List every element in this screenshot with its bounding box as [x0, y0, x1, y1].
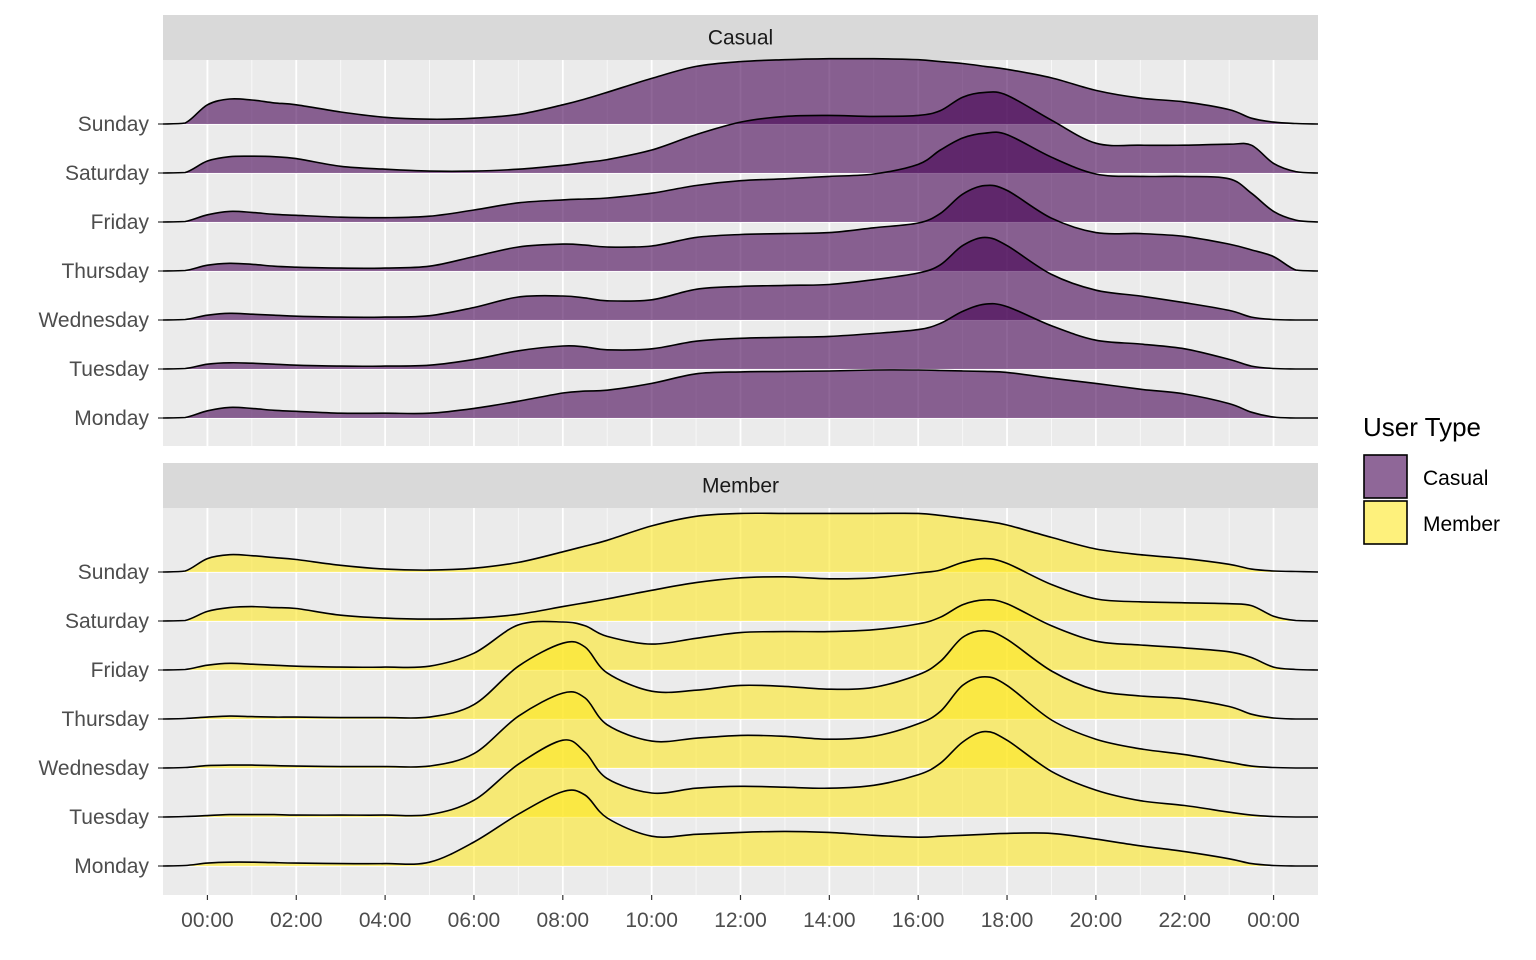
x-tick-label: 02:00 — [270, 909, 323, 932]
y-tick-label: Saturday — [65, 610, 150, 633]
ridge-casual-friday — [162, 131, 1319, 223]
legend-key-casual — [1363, 454, 1408, 499]
ridge-member-saturday — [162, 557, 1319, 622]
legend-label-member: Member — [1423, 513, 1500, 536]
ridge-line — [162, 599, 1319, 671]
ridge-casual-wednesday — [162, 236, 1318, 321]
y-tick-label: Wednesday — [38, 757, 149, 780]
ridge-member-sunday — [162, 512, 1319, 573]
ridge-area — [163, 237, 1318, 320]
legend-label-casual: Casual — [1423, 467, 1488, 490]
y-tick-label: Friday — [91, 211, 150, 234]
ridge-line — [162, 675, 1318, 769]
ridge-area — [163, 731, 1318, 817]
ridge-line — [162, 91, 1319, 174]
x-tick-label: 20:00 — [1070, 909, 1123, 932]
y-tick-label: Sunday — [78, 113, 150, 136]
y-tick-label: Friday — [91, 659, 150, 682]
y-tick-label: Saturday — [65, 162, 150, 185]
ridge-line — [162, 302, 1318, 370]
y-tick-label: Wednesday — [38, 309, 149, 332]
ridge-area — [163, 513, 1318, 572]
x-tick-label: 04:00 — [359, 909, 412, 932]
panels-layer: Casual Monday Tuesday Wednesday Thursday Frid… — [38, 15, 1319, 895]
ridge-member-monday — [162, 789, 1318, 867]
x-tick-label: 14:00 — [803, 909, 856, 932]
ridge-casual-thursday — [162, 184, 1319, 272]
y-tick-label: Tuesday — [69, 358, 149, 381]
ridge-line — [162, 789, 1318, 867]
ridge-area — [163, 185, 1318, 271]
x-tick-label: 16:00 — [892, 909, 945, 932]
ridge-area — [163, 630, 1318, 719]
y-tick-label: Monday — [74, 407, 149, 430]
x-tick-label: 10:00 — [625, 909, 678, 932]
x-tick-label: 00:00 — [181, 909, 234, 932]
y-tick-label: Sunday — [78, 561, 150, 584]
legend: User Type Casual Member — [1363, 412, 1500, 545]
ridge-line — [162, 629, 1318, 720]
x-tick-label: 08:00 — [537, 909, 590, 932]
x-tick-label: 18:00 — [981, 909, 1034, 932]
y-tick-label: Tuesday — [69, 806, 149, 829]
y-tick-label: Monday — [74, 855, 149, 878]
y-tick-label: Thursday — [61, 708, 149, 731]
panel-casual: Casual Monday Tuesday Wednesday Thursday Frid… — [38, 15, 1319, 446]
x-tick-label: 06:00 — [448, 909, 501, 932]
ridge-area — [163, 369, 1318, 418]
ridge-member-tuesday — [162, 730, 1318, 818]
panel-member: Member Monday Tuesday Wednesday Thursday Frid… — [38, 463, 1319, 895]
ridge-line — [162, 236, 1318, 321]
ridge-member-friday — [162, 599, 1319, 671]
ridge-line — [162, 512, 1319, 573]
ridge-line — [162, 131, 1319, 223]
y-tick-label: Thursday — [61, 260, 149, 283]
x-tick-label: 00:00 — [1247, 909, 1300, 932]
ridge-casual-tuesday — [162, 302, 1318, 370]
ridge-line — [162, 557, 1319, 622]
x-tick-label: 22:00 — [1158, 909, 1211, 932]
ridge-area — [163, 676, 1318, 768]
ridge-area — [163, 599, 1318, 670]
facet-strip — [163, 463, 1318, 508]
ridge-line — [162, 730, 1318, 818]
ridge-line — [162, 184, 1319, 272]
ridge-area — [163, 132, 1318, 222]
legend-title: User Type — [1363, 412, 1481, 442]
facet-strip-label: Casual — [708, 27, 773, 50]
legend-key-member — [1363, 500, 1408, 545]
ridge-line — [162, 57, 1319, 125]
ridge-area — [163, 303, 1318, 369]
x-axis: 00:00 02:00 04:00 06:00 08:00 10:00 12:00 14:00… — [181, 895, 1300, 932]
ridge-line — [162, 369, 1318, 419]
ridge-area — [163, 790, 1318, 866]
facet-strip — [163, 15, 1318, 60]
ridge-member-thursday — [162, 629, 1318, 720]
facet-strip-label: Member — [702, 475, 779, 498]
x-tick-label: 12:00 — [714, 909, 767, 932]
ridge-member-wednesday — [162, 675, 1318, 769]
ridge-casual-monday — [162, 369, 1318, 419]
